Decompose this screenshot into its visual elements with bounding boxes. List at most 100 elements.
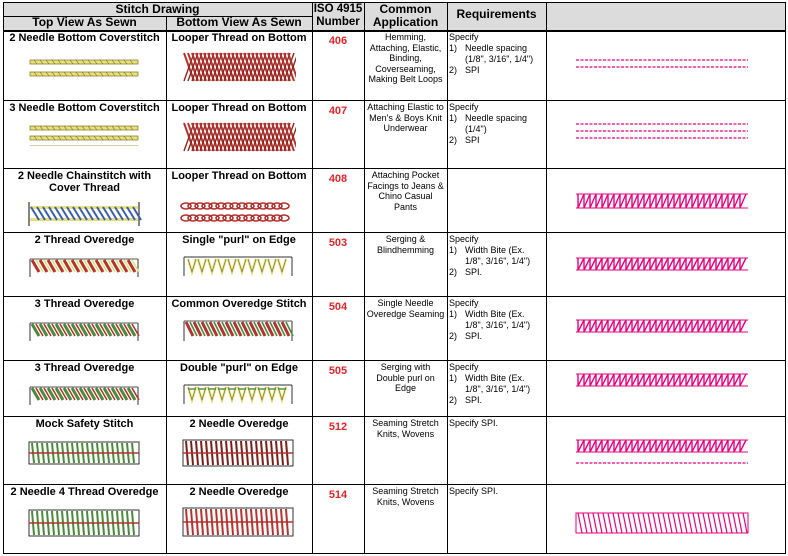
requirement-text: Width Bite (Ex. 1/8", 3/16", 1/4") (465, 309, 531, 330)
rule-col (166, 16, 167, 554)
requirement-text: Specify (449, 102, 479, 112)
requirement-text: SPI. (465, 331, 483, 341)
requirement-line: 2) SPI (449, 65, 544, 76)
requirement-text: Specify SPI. (449, 486, 499, 496)
top-view-label: 3 Thread Overedge (34, 362, 135, 374)
requirement-text: Needle spacing (1/8", 3/16", 1/4") (465, 43, 534, 64)
iso-number: 503 (313, 237, 363, 251)
top-view-label: Mock Safety Stitch (35, 418, 134, 430)
row-top-label: 3 Thread Overedge (4, 362, 165, 388)
bottom-view-label: Looper Thread on Bottom (171, 32, 307, 44)
requirements: Specify SPI. (449, 418, 544, 482)
red-looper-net-icon (183, 52, 296, 82)
application-text: Seaming Stretch Knits, Wovens (372, 486, 439, 507)
iso-number-label: 406 (328, 35, 348, 47)
bottom-view-label: Common Overedge Stitch (171, 298, 307, 310)
rule-row (3, 296, 785, 297)
bottom-view-label: Single "purl" on Edge (182, 234, 296, 246)
common-application: Attaching Pocket Facings to Jeans & Chin… (366, 170, 445, 230)
row-top-label: 2 Needle Chainstitch with Cover Thread (4, 170, 165, 196)
requirement-number: 1) (449, 245, 458, 255)
requirement-number: 2) (449, 267, 458, 277)
requirement-line: 2) SPI. (449, 331, 544, 342)
requirement-text: SPI (465, 135, 480, 145)
row-top-label: 2 Thread Overedge (4, 234, 165, 260)
rule-row (3, 416, 785, 417)
application-text: Hemming, Attaching, Elastic, Binding, Co… (368, 32, 443, 84)
header-application-label: Common Application (372, 3, 439, 29)
requirement-line: 2) SPI. (449, 267, 544, 278)
requirement-number: 1) (449, 43, 458, 53)
yellow-purl-edge-icon (183, 256, 293, 277)
requirement-line: 1) Width Bite (Ex. 1/8", 3/16", 1/4") (449, 373, 544, 395)
red-green-four-thread-icon (182, 507, 294, 537)
iso-number: 406 (313, 35, 363, 49)
row-bottom-label: Looper Thread on Bottom (167, 102, 311, 116)
red-yellow-overedge-icon (29, 258, 140, 277)
row-top-label: 2 Needle 4 Thread Overedge (4, 486, 165, 512)
header-stitch-drawing: Stitch Drawing (3, 3, 312, 16)
requirement-line: 1) Needle spacing (1/4") (449, 113, 544, 135)
requirement-number: 1) (449, 309, 458, 319)
header-bottom-view: Bottom View As Sewn (166, 16, 312, 30)
top-view-label: 2 Thread Overedge (34, 234, 135, 246)
row-bottom-label: Looper Thread on Bottom (167, 170, 311, 184)
requirement-number: 2) (449, 65, 458, 75)
top-view-label: 2 Needle Chainstitch with Cover Thread (17, 170, 152, 194)
requirement-line: 1) Width Bite (Ex. 1/8", 3/16", 1/4") (449, 245, 544, 267)
red-looper-net-wide-icon (183, 122, 296, 152)
requirements: Specify 1) Width Bite (Ex. 1/8", 3/16", 1/… (449, 298, 544, 358)
common-application: Serging with Double purl on Edge (366, 362, 445, 414)
top-view-label: 2 Needle Bottom Coverstitch (9, 32, 160, 44)
common-application: Attaching Elastic to Men's & Boys Knit U… (366, 102, 445, 166)
magenta-coil (576, 319, 748, 333)
requirement-line: 2) SPI. (449, 395, 544, 406)
header-iso-label: ISO 4915 Number (313, 3, 363, 28)
green-red-overedge-icon (29, 386, 140, 405)
rule-row (3, 168, 785, 169)
magenta-coil (576, 193, 748, 209)
bottom-view-label: Looper Thread on Bottom (171, 170, 307, 182)
rule-top (3, 2, 785, 3)
three-dashed-magenta-lines (576, 123, 748, 139)
common-application: Serging & Blindhemming (366, 234, 445, 294)
iso-number: 514 (313, 489, 363, 503)
top-view-label: 3 Needle Bottom Coverstitch (9, 102, 160, 114)
rule-col (364, 2, 365, 554)
bottom-view-label: Double "purl" on Edge (180, 362, 298, 374)
common-application: Seaming Stretch Knits, Wovens (366, 418, 445, 482)
green-four-thread-overedge-icon (28, 509, 140, 537)
requirement-text: Specify (449, 32, 479, 42)
requirements: Specify 1) Needle spacing (1/4") 2) SPI (449, 102, 544, 166)
requirement-line: 1) Width Bite (Ex. 1/8", 3/16", 1/4") (449, 309, 544, 331)
header-application: Common Application (364, 3, 447, 30)
requirements: Specify 1) Width Bite (Ex. 1/8", 3/16", 1/… (449, 362, 544, 414)
iso-number: 407 (313, 105, 363, 119)
requirement-line: Specify (449, 298, 544, 309)
row-top-label: 3 Needle Bottom Coverstitch (4, 102, 165, 128)
red-green-overedge-icon (183, 320, 294, 341)
row-bottom-label: Common Overedge Stitch (167, 298, 311, 312)
iso-number-label: 503 (328, 237, 348, 249)
header-iso: ISO 4915 Number (312, 3, 364, 30)
magenta-wide-coil (575, 512, 749, 534)
application-text: Single Needle Overedge Seaming (366, 298, 445, 319)
requirement-text: Width Bite (Ex. 1/8", 3/16", 1/4") (465, 373, 531, 394)
requirement-line: Specify (449, 102, 544, 113)
red-two-needle-overedge-icon (182, 439, 294, 467)
top-view-label: 3 Thread Overedge (34, 298, 135, 310)
rule-col (3, 2, 4, 554)
row-top-label: 3 Thread Overedge (4, 298, 165, 324)
iso-number: 512 (313, 421, 363, 435)
application-text: Attaching Elastic to Men's & Boys Knit U… (367, 102, 444, 133)
iso-number-label: 514 (328, 489, 348, 501)
header-bottom-view-label: Bottom View As Sewn (176, 16, 302, 29)
green-mock-safety-icon (28, 441, 140, 465)
requirement-text: Specify (449, 234, 479, 244)
rule-col (312, 2, 313, 554)
two-dashed-magenta-lines (576, 59, 748, 68)
requirement-line: Specify SPI. (449, 418, 544, 429)
header-top-view: Top View As Sewn (3, 16, 166, 30)
requirement-text: SPI. (465, 267, 483, 277)
application-text: Attaching Pocket Facings to Jeans & Chin… (367, 170, 444, 212)
